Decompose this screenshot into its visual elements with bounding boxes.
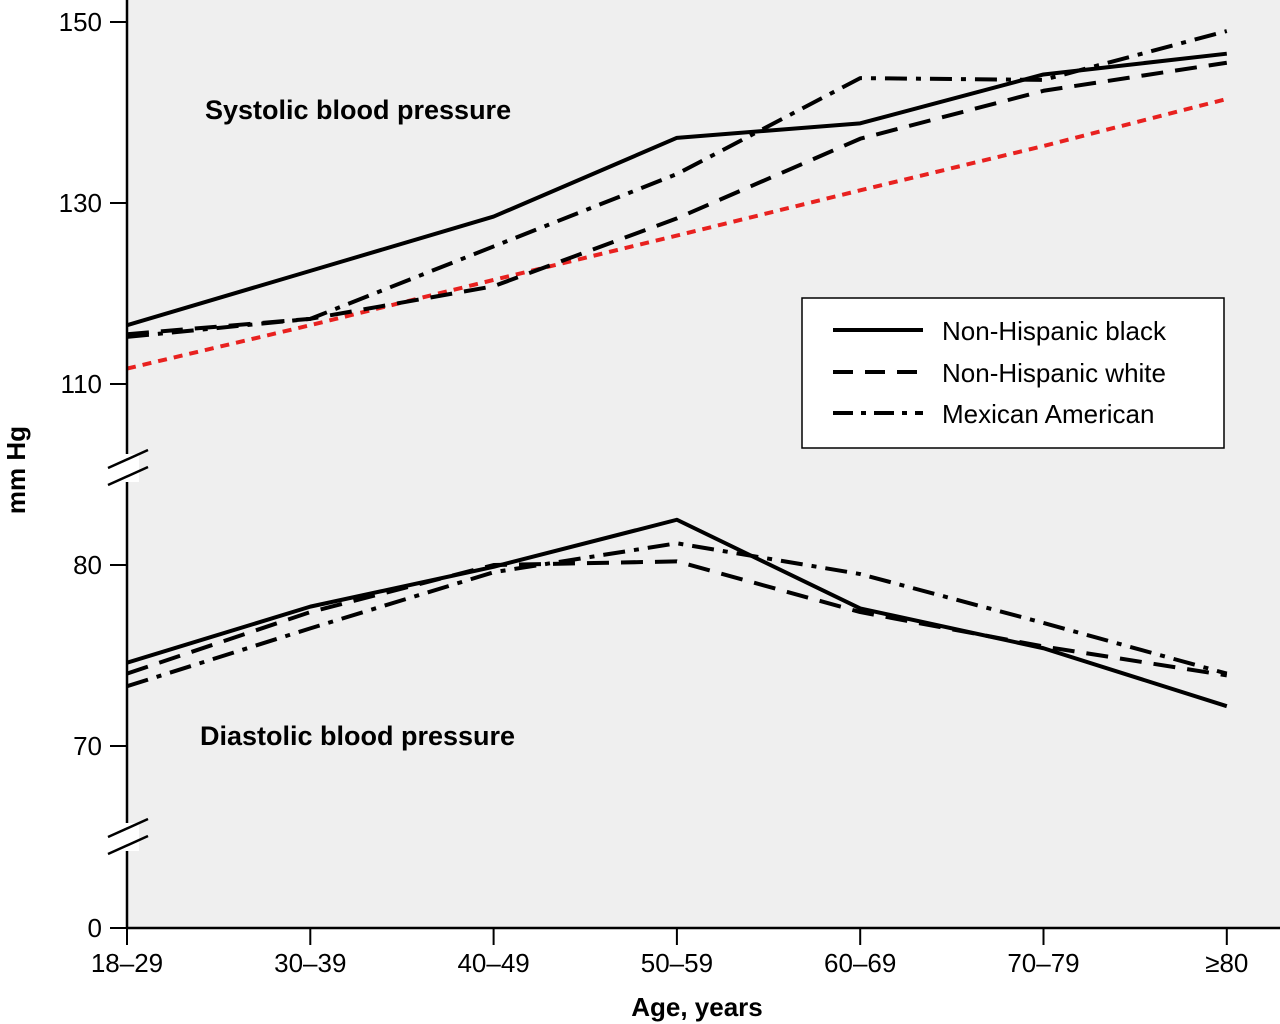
x-tick-label: 50–59 <box>641 948 713 978</box>
legend: Non-Hispanic black Non-Hispanic white Me… <box>801 297 1225 449</box>
y-axis-title: mm Hg <box>1 426 31 514</box>
y-tick-label: 150 <box>59 7 102 37</box>
series-line-mexican-american-diastolic <box>126 541 1228 689</box>
y-tick-label: 130 <box>59 188 102 218</box>
legend-label-non-hispanic-black: Non-Hispanic black <box>942 316 1167 346</box>
diastolic-annotation: Diastolic blood pressure <box>200 721 515 751</box>
x-tick-label: 30–39 <box>274 948 346 978</box>
x-axis-title: Age, years <box>631 992 763 1022</box>
series-line-non-hispanic-black-systolic <box>126 51 1228 328</box>
x-axis-ticks: 18–29 30–39 40–49 50–59 60–69 70–79 ≥80 <box>91 928 1248 978</box>
series-line-non-hispanic-white-diastolic <box>126 559 1228 678</box>
y-tick-label: 110 <box>61 369 102 399</box>
x-tick-label: 60–69 <box>824 948 896 978</box>
y-tick-label: 70 <box>73 731 102 761</box>
y-tick-label: 0 <box>88 913 102 943</box>
plot-background <box>127 0 1280 928</box>
systolic-annotation: Systolic blood pressure <box>205 95 511 125</box>
y-axis-ticks: 150 130 110 80 70 0 <box>59 7 127 943</box>
series-line-mexican-american-systolic <box>126 29 1228 339</box>
axis-break-lower <box>107 817 149 856</box>
legend-label-non-hispanic-white: Non-Hispanic white <box>942 358 1166 388</box>
y-tick-label: 80 <box>73 550 102 580</box>
x-tick-label: 18–29 <box>91 948 163 978</box>
x-tick-label: 70–79 <box>1007 948 1079 978</box>
reference-line-systolic <box>126 96 1228 371</box>
legend-label-mexican-american: Mexican American <box>942 399 1154 429</box>
axis-break-upper <box>107 448 149 487</box>
x-tick-label: ≥80 <box>1205 948 1248 978</box>
series-layer <box>126 29 1228 709</box>
series-line-non-hispanic-black-diastolic <box>126 517 1228 709</box>
x-tick-label: 40–49 <box>457 948 529 978</box>
